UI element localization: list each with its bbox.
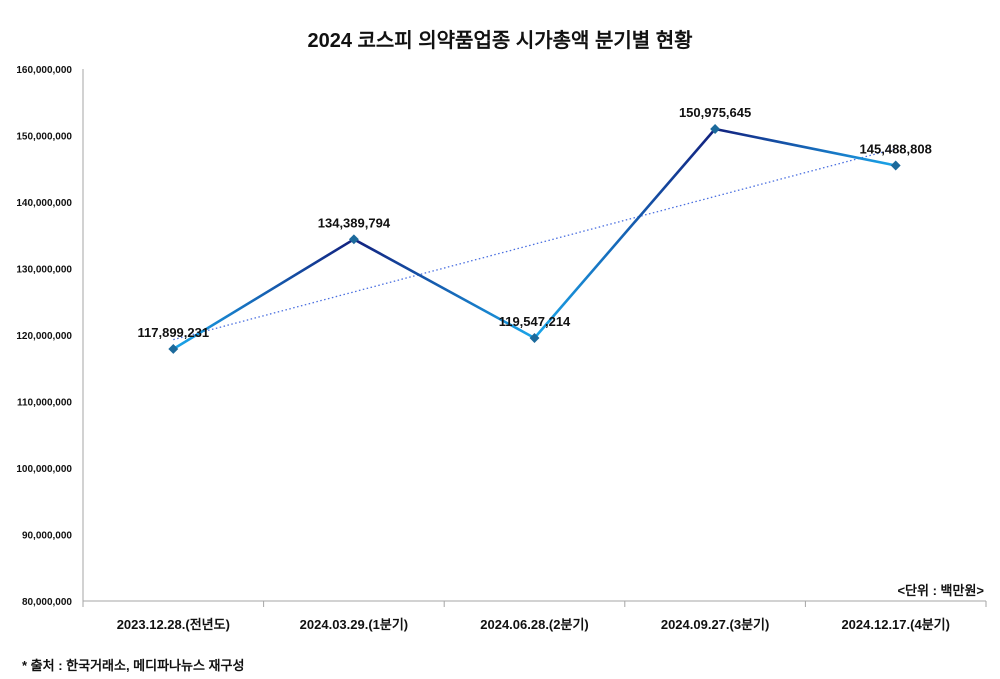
y-tick-label: 140,000,000 — [16, 198, 72, 209]
series-segment — [172, 238, 355, 351]
series-segment — [714, 127, 896, 167]
x-tick-label: 2023.12.28.(전년도) — [117, 617, 230, 632]
trendline — [173, 148, 896, 341]
series-segment — [353, 238, 536, 340]
y-tick-label: 120,000,000 — [16, 331, 72, 342]
data-label: 117,899,231 — [138, 325, 210, 340]
trendline-line — [173, 148, 896, 341]
y-axis-ticks: 80,000,000 90,000,000 100,000,000 110,000,0… — [16, 65, 84, 608]
data-labels: 117,899,231 134,389,794 119,547,214 150,975… — [138, 105, 932, 340]
data-label: 145,488,808 — [860, 141, 932, 156]
data-point-marker — [890, 160, 901, 171]
y-tick-label: 80,000,000 — [22, 597, 72, 608]
series-lines — [172, 127, 896, 351]
data-point-marker — [710, 124, 721, 134]
data-label: 134,389,794 — [318, 215, 391, 230]
x-tick-label: 2024.03.29.(1분기) — [300, 617, 408, 632]
data-label: 150,975,645 — [679, 105, 751, 120]
data-point-marker — [348, 234, 359, 245]
x-tick-label: 2024.09.27.(3분기) — [661, 617, 769, 632]
unit-label: <단위 : 백만원> — [897, 583, 984, 598]
series-markers — [168, 124, 901, 354]
series-segment — [533, 128, 717, 339]
y-tick-label: 150,000,000 — [16, 132, 72, 143]
data-label: 119,547,214 — [499, 314, 571, 329]
y-tick-label: 90,000,000 — [22, 531, 72, 542]
data-point-marker — [168, 344, 179, 354]
chart-title: 2024 코스피 의약품업종 시가총액 분기별 현황 — [307, 30, 693, 52]
source-note: * 출처 : 한국거래소, 메디파나뉴스 재구성 — [22, 658, 245, 673]
x-axis: 2023.12.28.(전년도) 2024.03.29.(1분기) 2024.06.… — [82, 600, 987, 632]
y-tick-label: 160,000,000 — [16, 65, 72, 76]
x-tick-label: 2024.06.28.(2분기) — [480, 617, 588, 632]
y-tick-label: 100,000,000 — [16, 464, 72, 475]
data-point-marker — [529, 333, 540, 343]
y-tick-label: 130,000,000 — [16, 265, 72, 276]
x-tick-label: 2024.12.17.(4분기) — [841, 617, 949, 632]
y-tick-label: 110,000,000 — [17, 398, 72, 409]
